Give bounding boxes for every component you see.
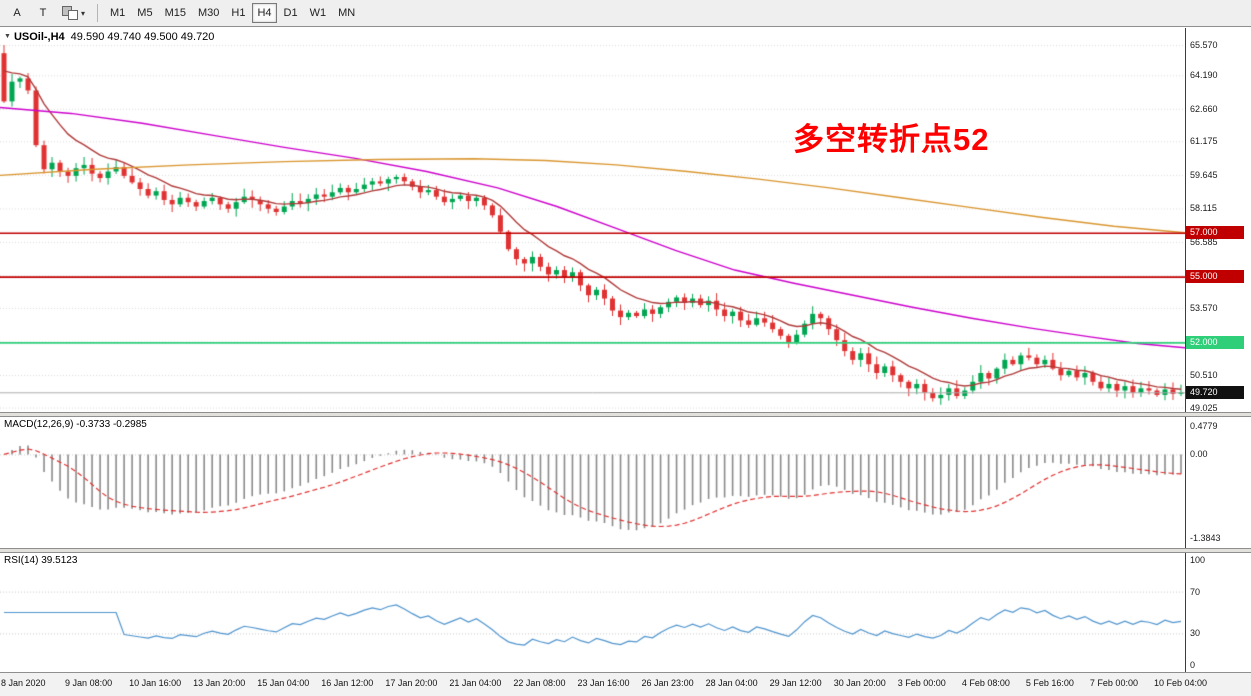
price-axis[interactable]: 65.570 64.190 62.660 61.175 59.645 58.115 56.5… <box>1185 28 1251 413</box>
time-axis[interactable]: 8 Jan 2020 9 Jan 08:00 10 Jan 16:00 13 Jan … <box>0 672 1251 696</box>
rsi-axis-label: 30 <box>1190 628 1201 639</box>
macd-axis-label: 0.00 <box>1190 449 1208 460</box>
price-axis-label: 59.645 <box>1190 169 1218 180</box>
toolbar-separator <box>97 4 99 22</box>
chart-annotation-text[interactable]: 多空转折点52 <box>793 122 990 157</box>
price-axis-label: 61.175 <box>1190 136 1218 147</box>
rsi-label: RSI(14) 39.5123 <box>4 555 78 566</box>
toolbar: A T ▾ M1 M5 M15 M30 H1 H4 D1 W1 MN <box>0 0 1251 27</box>
timeframe-m5-button[interactable]: M5 <box>132 3 157 23</box>
macd-axis-label: 0.4779 <box>1190 420 1218 431</box>
rsi-axis-label: 0 <box>1190 659 1196 670</box>
drawing-tools-dropdown-button[interactable]: ▾ <box>57 3 90 23</box>
timeframe-d1-button[interactable]: D1 <box>279 3 303 23</box>
panel-splitter[interactable] <box>0 548 1251 553</box>
timeframe-w1-button[interactable]: W1 <box>305 3 332 23</box>
time-axis-label: 9 Jan 08:00 <box>65 678 113 688</box>
time-axis-label: 8 Jan 2020 <box>1 678 46 688</box>
price-axis-label: 49.025 <box>1190 402 1218 413</box>
timeframe-h4-button[interactable]: H4 <box>252 3 277 23</box>
timeframe-m15-button[interactable]: M15 <box>160 3 191 23</box>
time-axis-label: 30 Jan 20:00 <box>833 678 886 688</box>
macd-label: MACD(12,26,9) -0.3733 -0.2985 <box>4 419 147 430</box>
symbol-dropdown-icon[interactable]: ▼ <box>4 33 11 40</box>
time-axis-label: 23 Jan 16:00 <box>577 678 630 688</box>
timeframe-h1-button[interactable]: H1 <box>226 3 250 23</box>
level-price-badge: 55.000 <box>1186 270 1244 284</box>
time-axis-label: 22 Jan 08:00 <box>513 678 566 688</box>
price-axis-label: 64.190 <box>1190 70 1218 81</box>
macd-axis[interactable]: 0.4779 0.00 -1.3843 <box>1185 417 1251 548</box>
macd-canvas[interactable] <box>0 417 1185 548</box>
macd-panel: 0.4779 0.00 -1.3843 MACD(12,26,9) -0.3733 … <box>0 417 1251 548</box>
tool-a-button[interactable]: A <box>5 3 29 23</box>
price-axis-label: 62.660 <box>1190 103 1218 114</box>
time-axis-label: 13 Jan 20:00 <box>193 678 246 688</box>
time-axis-label: 3 Feb 00:00 <box>897 678 946 688</box>
time-axis-label: 28 Jan 04:00 <box>705 678 758 688</box>
price-axis-label: 50.510 <box>1190 369 1218 380</box>
macd-axis-label: -1.3843 <box>1190 532 1221 543</box>
time-axis-label: 21 Jan 04:00 <box>449 678 502 688</box>
price-chart-panel: 65.570 64.190 62.660 61.175 59.645 58.115 56.5… <box>0 28 1251 413</box>
price-axis-label: 65.570 <box>1190 40 1218 51</box>
price-axis-label: 53.570 <box>1190 302 1218 313</box>
symbol-label: USOil-,H4 <box>13 31 65 43</box>
timeframe-m1-button[interactable]: M1 <box>105 3 130 23</box>
level-price-badge: 52.000 <box>1186 335 1244 349</box>
timeframe-group: M1 M5 M15 M30 H1 H4 D1 W1 MN <box>104 3 361 23</box>
rsi-axis-label: 100 <box>1190 555 1206 566</box>
level-price-badge: 57.000 <box>1186 226 1244 240</box>
price-axis-label: 58.115 <box>1190 203 1217 214</box>
time-axis-label: 10 Feb 04:00 <box>1153 678 1208 688</box>
time-axis-label: 5 Feb 16:00 <box>1025 678 1074 688</box>
price-axis-label: 56.585 <box>1190 236 1218 247</box>
symbol-info: ▼ USOil-,H4 49.590 49.740 49.500 49.720 <box>4 31 214 43</box>
text-tool-button[interactable]: T <box>31 3 55 23</box>
time-axis-label: 16 Jan 12:00 <box>321 678 374 688</box>
price-chart-canvas[interactable] <box>0 28 1185 412</box>
rsi-axis-label: 70 <box>1190 586 1201 597</box>
panel-splitter[interactable] <box>0 412 1251 417</box>
timeframe-mn-button[interactable]: MN <box>333 3 360 23</box>
time-axis-label: 17 Jan 20:00 <box>385 678 438 688</box>
time-axis-label: 10 Jan 16:00 <box>129 678 182 688</box>
color-swatch-icon <box>68 10 78 20</box>
time-axis-label: 29 Jan 12:00 <box>769 678 822 688</box>
rsi-panel: 100 70 30 0 RSI(14) 39.5123 <box>0 553 1251 672</box>
rsi-axis[interactable]: 100 70 30 0 <box>1185 553 1251 672</box>
current-price-badge: 49.720 <box>1186 385 1244 399</box>
time-axis-label: 7 Feb 00:00 <box>1089 678 1138 688</box>
time-axis-label: 15 Jan 04:00 <box>257 678 310 688</box>
chevron-down-icon: ▾ <box>81 8 86 18</box>
rsi-canvas[interactable] <box>0 553 1185 672</box>
time-axis-label: 26 Jan 23:00 <box>641 678 694 688</box>
time-axis-label: 4 Feb 08:00 <box>961 678 1010 688</box>
ohlc-values: 49.590 49.740 49.500 49.720 <box>70 31 215 43</box>
timeframe-m30-button[interactable]: M30 <box>193 3 224 23</box>
